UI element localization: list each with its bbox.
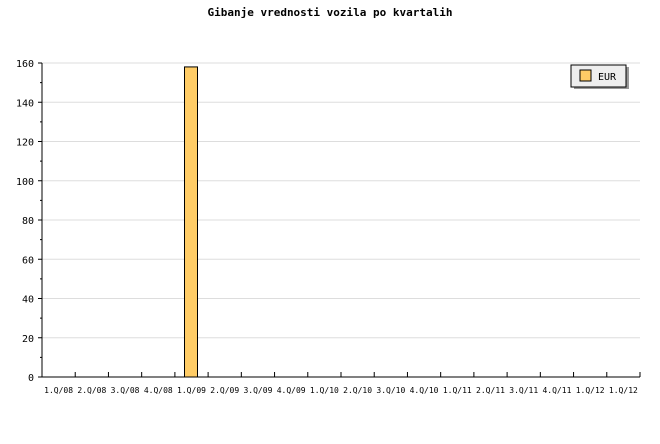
legend-label-eur: EUR [598, 72, 617, 83]
x-tick-label: 4.Q/11 [542, 386, 571, 395]
x-tick-label: 2.Q/10 [343, 386, 372, 395]
x-tick-label: 2.Q/09 [210, 386, 239, 395]
x-tick-label: 2.Q/08 [77, 386, 106, 395]
x-tick-label: 4.Q/10 [410, 386, 439, 395]
x-tick-label: 3.Q/11 [509, 386, 538, 395]
x-tick-label: 1.Q/11 [443, 386, 472, 395]
bar-1.Q/09 [184, 66, 198, 378]
y-tick-label: 120 [16, 138, 34, 149]
y-tick-label: 40 [22, 295, 34, 306]
chart-title: Gibanje vrednosti vozila po kvartalih [207, 6, 452, 19]
x-tick-label: 3.Q/10 [376, 386, 405, 395]
legend-swatch-eur [579, 69, 592, 82]
x-tick-label: 1.Q/09 [177, 386, 206, 395]
x-tick-label: 1.Q/08 [44, 386, 73, 395]
y-tick-label: 0 [28, 373, 34, 384]
y-tick-label: 140 [16, 98, 34, 109]
x-tick-label: 3.Q/09 [243, 386, 272, 395]
y-tick-label: 100 [16, 177, 34, 188]
y-tick-label: 80 [22, 216, 34, 227]
x-tick-label: 4.Q/09 [277, 386, 306, 395]
y-tick-label: 20 [22, 334, 34, 345]
x-tick-label: 2.Q/11 [476, 386, 505, 395]
x-tick-label: 1.Q/12 [576, 386, 605, 395]
legend: EUR [570, 64, 629, 89]
y-tick-label: 60 [22, 255, 34, 266]
x-tick-label: 1.Q/10 [310, 386, 339, 395]
x-tick-label: 3.Q/08 [111, 386, 140, 395]
x-tick-label: 4.Q/08 [144, 386, 173, 395]
x-tick-label: 1.Q/12 [609, 386, 638, 395]
y-tick-label: 160 [16, 59, 34, 70]
